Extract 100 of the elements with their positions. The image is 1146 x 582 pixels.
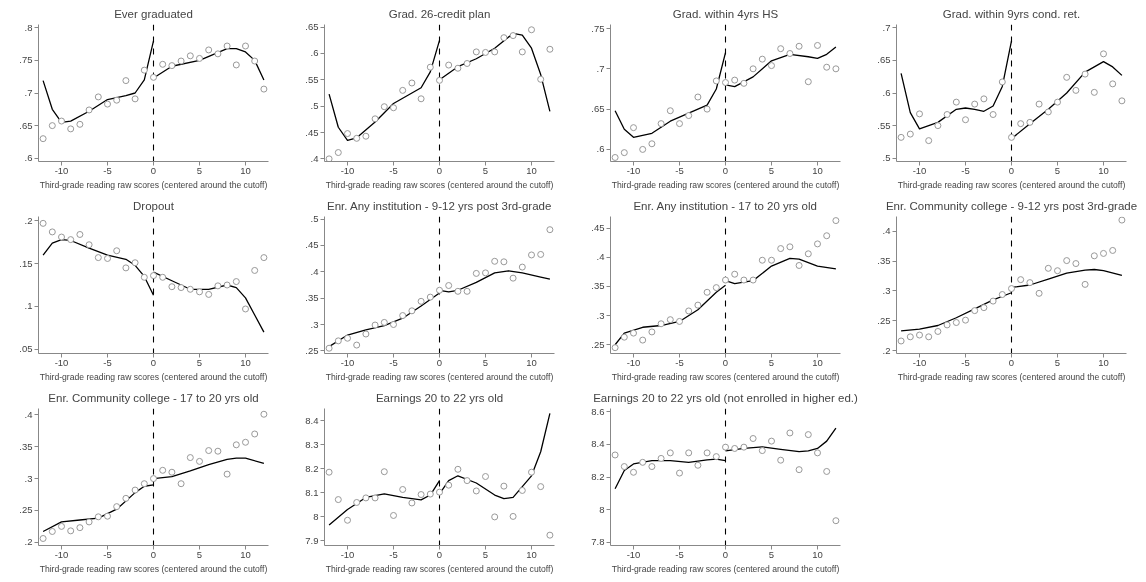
chart-title: Earnings 20 to 22 yrs old (not enrolled in higher ed.) xyxy=(593,391,858,404)
x-tick-label: 10 xyxy=(240,356,251,368)
y-tick-label: .5 xyxy=(310,213,319,225)
y-tick-label: .2 xyxy=(24,536,33,548)
x-tick-label: 10 xyxy=(812,164,823,176)
x-tick-label: -10 xyxy=(340,548,355,560)
y-tick-label: 7.9 xyxy=(305,534,319,546)
chart-title: Ever graduated xyxy=(114,7,193,20)
x-tick-label: -10 xyxy=(340,356,355,368)
y-tick-label: 8.2 xyxy=(305,462,319,474)
chart-title: Dropout xyxy=(133,199,175,212)
y-tick-label: .25 xyxy=(591,338,605,350)
x-axis-title: Third-grade reading raw scores (centered around the cutoff) xyxy=(897,179,1126,190)
x-tick-label: 0 xyxy=(150,356,157,368)
y-tick-label: .6 xyxy=(596,143,605,155)
y-tick-label: .65 xyxy=(19,119,33,131)
x-axis-title: Third-grade reading raw scores (centered around the cutoff) xyxy=(39,563,268,574)
chart-title: Enr. Any institution - 17 to 20 yrs old xyxy=(633,199,817,212)
y-tick-label: .4 xyxy=(310,265,319,277)
x-tick-label: -5 xyxy=(961,356,970,368)
x-tick-label: 0 xyxy=(722,548,729,560)
y-tick-label: .4 xyxy=(24,408,33,420)
y-tick-label: .3 xyxy=(596,309,605,321)
x-tick-label: 10 xyxy=(1098,356,1109,368)
x-tick-label: -5 xyxy=(675,548,684,560)
y-tick-label: .55 xyxy=(305,73,319,85)
x-axis-title: Third-grade reading raw scores (centered around the cutoff) xyxy=(39,371,268,382)
x-tick-label: 5 xyxy=(1054,164,1061,176)
y-tick-label: .75 xyxy=(19,54,33,66)
y-tick-label: .7 xyxy=(882,21,891,33)
y-tick-label: .45 xyxy=(591,222,605,234)
x-tick-label: -10 xyxy=(912,356,927,368)
y-tick-label: .6 xyxy=(310,47,319,59)
y-tick-label: .45 xyxy=(305,239,319,251)
x-tick-label: -10 xyxy=(54,548,69,560)
chart-title: Grad. within 4yrs HS xyxy=(672,7,779,20)
y-tick-label: .75 xyxy=(591,22,605,34)
x-tick-label: 10 xyxy=(526,164,537,176)
x-axis-title: Third-grade reading raw scores (centered around the cutoff) xyxy=(897,371,1126,382)
y-tick-label: .2 xyxy=(882,344,891,356)
x-axis-title: Third-grade reading raw scores (centered around the cutoff) xyxy=(325,371,554,382)
chart-title: Enr. Community college - 9-12 yrs post 3rd-grade xyxy=(885,199,1138,212)
chart-title: Grad. within 9yrs cond. ret. xyxy=(942,7,1081,20)
x-tick-label: 10 xyxy=(526,548,537,560)
y-tick-label: 8.2 xyxy=(591,471,605,482)
x-tick-label: -5 xyxy=(675,164,684,176)
y-tick-label: .7 xyxy=(596,62,605,74)
y-tick-label: .4 xyxy=(310,152,319,164)
x-axis-title: Third-grade reading raw scores (centered around the cutoff) xyxy=(611,179,840,190)
y-tick-label: .65 xyxy=(591,103,605,115)
x-tick-label: 0 xyxy=(436,356,443,368)
y-tick-label: .7 xyxy=(24,87,33,98)
x-tick-label: 5 xyxy=(482,164,489,176)
x-axis-title: Third-grade reading raw scores (centered around the cutoff) xyxy=(325,563,554,574)
y-tick-label: .25 xyxy=(305,344,319,356)
x-tick-label: 0 xyxy=(436,548,443,560)
x-tick-label: -5 xyxy=(675,356,684,368)
y-tick-label: 8.6 xyxy=(591,405,605,417)
x-tick-label: 5 xyxy=(768,548,775,560)
x-tick-label: -10 xyxy=(912,164,927,176)
x-tick-label: -5 xyxy=(103,548,112,560)
y-tick-label: .35 xyxy=(19,440,33,452)
x-axis-title: Third-grade reading raw scores (centered around the cutoff) xyxy=(611,371,840,382)
y-tick-label: .6 xyxy=(882,87,891,98)
x-tick-label: -10 xyxy=(54,164,69,176)
x-tick-label: 0 xyxy=(150,548,157,560)
x-tick-label: -5 xyxy=(961,164,970,176)
y-tick-label: .1 xyxy=(24,300,33,312)
y-tick-label: 8.4 xyxy=(305,414,319,426)
y-tick-label: .5 xyxy=(310,100,319,112)
y-tick-label: .15 xyxy=(19,257,33,269)
y-tick-label: .05 xyxy=(19,343,33,355)
x-tick-label: 0 xyxy=(722,356,729,368)
x-tick-label: -10 xyxy=(626,356,641,368)
x-tick-label: 0 xyxy=(150,164,157,176)
x-tick-label: 5 xyxy=(768,164,775,176)
y-tick-label: 8.4 xyxy=(591,438,605,450)
x-tick-label: 5 xyxy=(196,164,203,176)
y-tick-label: .65 xyxy=(877,54,891,66)
x-tick-label: -10 xyxy=(54,356,69,368)
x-tick-label: -5 xyxy=(389,548,398,560)
y-tick-label: .3 xyxy=(24,472,33,484)
y-tick-label: .35 xyxy=(305,292,319,304)
chart-title: Grad. 26-credit plan xyxy=(388,7,491,20)
x-tick-label: 5 xyxy=(1054,356,1061,368)
x-tick-label: -10 xyxy=(340,164,355,176)
x-tick-label: 5 xyxy=(482,356,489,368)
x-tick-label: 5 xyxy=(768,356,775,368)
x-axis-title: Third-grade reading raw scores (centered around the cutoff) xyxy=(611,563,840,574)
chart-title: Enr. Any institution - 9-12 yrs post 3rd-grade xyxy=(327,199,552,212)
y-tick-label: 8 xyxy=(313,510,319,522)
x-tick-label: 0 xyxy=(722,164,729,176)
y-tick-label: .55 xyxy=(877,119,891,131)
y-tick-label: .65 xyxy=(305,21,319,33)
y-tick-label: .35 xyxy=(877,255,891,267)
x-tick-label: 0 xyxy=(436,164,443,176)
x-tick-label: -5 xyxy=(103,164,112,176)
x-tick-label: 10 xyxy=(240,548,251,560)
y-tick-label: 8.1 xyxy=(305,486,319,498)
y-tick-label: .6 xyxy=(24,152,33,164)
